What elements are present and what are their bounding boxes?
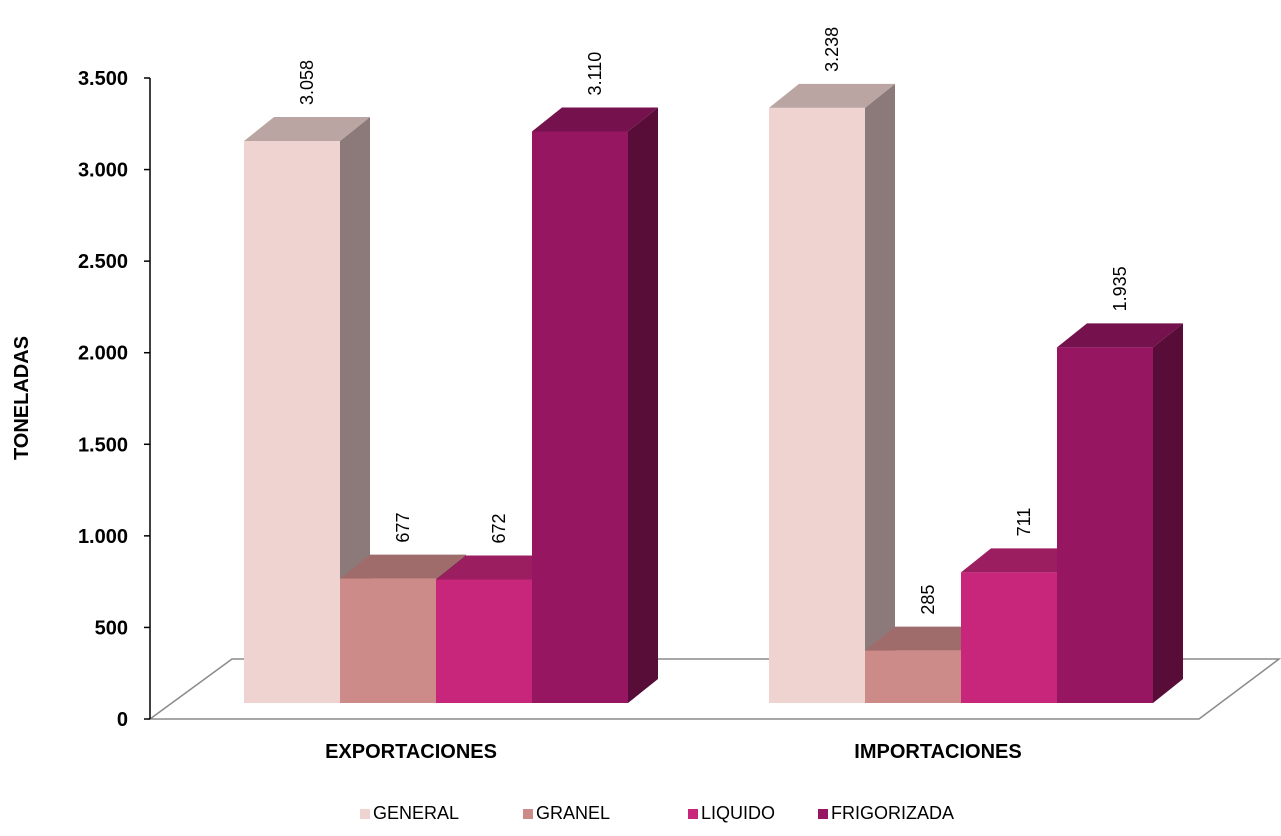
legend-item-liquido: LIQUIDO xyxy=(688,803,775,823)
y-tick-label: 1.500 xyxy=(78,434,128,456)
data-label: 3.110 xyxy=(585,52,605,96)
bar-front-face xyxy=(1057,347,1153,703)
bar-general-1 xyxy=(769,83,895,703)
legend-item-frigorizada: FRIGORIZADA xyxy=(818,803,954,823)
y-tick-label: 2.000 xyxy=(78,343,128,365)
legend-label: FRIGORIZADA xyxy=(831,803,954,823)
data-label: 677 xyxy=(393,513,413,543)
data-label: 711 xyxy=(1014,508,1034,537)
bar-top-face xyxy=(436,555,562,580)
legend-label: GENERAL xyxy=(373,803,459,823)
category-label: EXPORTACIONES xyxy=(325,741,497,763)
bar-top-face xyxy=(532,107,658,132)
bar-front-face xyxy=(436,579,532,703)
legend-swatch xyxy=(818,809,828,819)
bar-front-face xyxy=(961,572,1057,703)
bar-top-face xyxy=(1057,323,1183,348)
bar-front-face xyxy=(340,578,436,703)
legend-item-granel: GRANEL xyxy=(523,803,610,823)
bar-top-face xyxy=(769,83,895,108)
y-tick-label: 3.500 xyxy=(78,68,128,90)
bar-side-face xyxy=(865,83,895,703)
bars-group xyxy=(244,83,1183,704)
y-axis-ticks: 0 500 1.000 1.500 2.000 2.500 3.000 3.500 xyxy=(78,68,150,731)
bar-front-face xyxy=(865,650,961,703)
bar-side-face xyxy=(340,117,370,703)
bar-frigorizada-0 xyxy=(532,107,658,704)
bar-side-face xyxy=(628,107,658,704)
y-axis-label: TONELADAS xyxy=(11,336,33,460)
legend-label: LIQUIDO xyxy=(701,803,775,823)
data-label: 672 xyxy=(489,513,509,543)
bar-frigorizada-1 xyxy=(1057,323,1183,703)
bar-top-face xyxy=(865,626,991,651)
bar-top-face xyxy=(340,554,466,579)
y-tick-label: 500 xyxy=(95,617,128,639)
y-tick-label: 2.500 xyxy=(78,251,128,273)
legend-swatch xyxy=(523,809,533,819)
data-labels-group: 3.058 677 672 3.110 3.238 285 711 1.935 xyxy=(297,27,1130,615)
legend-swatch xyxy=(688,809,698,819)
category-label: IMPORTACIONES xyxy=(854,741,1021,763)
data-label: 3.238 xyxy=(822,27,842,72)
y-tick-label: 3.000 xyxy=(78,160,128,182)
bar-front-face xyxy=(244,141,340,703)
legend: GENERAL GRANEL LIQUIDO FRIGORIZADA xyxy=(360,803,954,823)
category-labels: EXPORTACIONES IMPORTACIONES xyxy=(325,741,1022,763)
bar-side-face xyxy=(1153,323,1183,703)
chart-floor xyxy=(147,658,1281,720)
data-label: 1.935 xyxy=(1110,266,1130,311)
legend-swatch xyxy=(360,809,370,819)
bar-front-face xyxy=(769,107,865,703)
bar-general-0 xyxy=(244,117,370,703)
data-label: 3.058 xyxy=(297,60,317,105)
bar-top-face xyxy=(961,548,1087,573)
legend-label: GRANEL xyxy=(536,803,610,823)
legend-item-general: GENERAL xyxy=(360,803,459,823)
y-tick-label: 0 xyxy=(117,709,128,731)
bar-top-face xyxy=(244,117,370,141)
y-tick-label: 1.000 xyxy=(78,526,128,548)
data-label: 285 xyxy=(918,585,938,615)
bar-front-face xyxy=(532,131,628,703)
